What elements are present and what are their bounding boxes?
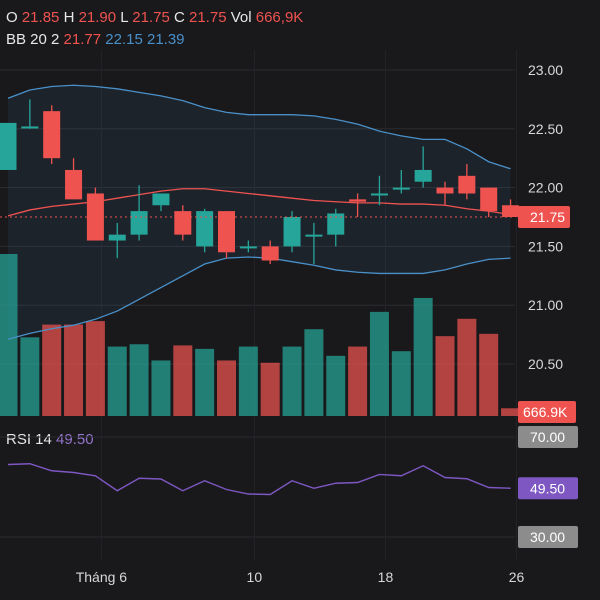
- bb-lower-value: 21.39: [146, 31, 185, 48]
- volume-bar: [238, 346, 258, 416]
- candle-body: [436, 187, 454, 194]
- low-label: L: [120, 9, 129, 26]
- open-value: 21.85: [21, 9, 60, 26]
- candle-body: [261, 246, 279, 261]
- volume-bar: [217, 360, 236, 416]
- volume-bar: [20, 337, 40, 416]
- rsi-30-label: 30.00: [530, 529, 565, 545]
- volume-bar: [282, 346, 302, 416]
- last-price-label: 21.75: [530, 209, 565, 225]
- volume-bar: [260, 362, 280, 416]
- candle-body: [327, 213, 345, 235]
- rsi-label: RSI 14: [6, 431, 52, 448]
- time-tick-label: 26: [509, 569, 525, 585]
- candle-body: [370, 193, 388, 196]
- price-tick-label: 22.50: [528, 121, 563, 137]
- candle-body: [392, 187, 410, 190]
- candle-body: [196, 211, 214, 247]
- volume-bar: [42, 324, 62, 416]
- rsi-header-value: 49.50: [56, 431, 94, 448]
- volume-bar: [64, 324, 84, 416]
- high-value: 21.90: [78, 9, 117, 26]
- volume-bar: [173, 345, 193, 416]
- volume-bar: [107, 346, 127, 416]
- price-tick-label: 21.00: [528, 297, 563, 313]
- high-label: H: [63, 9, 75, 26]
- time-tick-label: Tháng 6: [76, 569, 128, 585]
- candle-body: [414, 169, 432, 182]
- candle-body: [502, 205, 520, 217]
- price-tick-label: 21.50: [528, 238, 563, 254]
- candle-body: [305, 234, 323, 237]
- volume-bars: [0, 254, 521, 416]
- price-axis: 23.00 22.50 22.00 21.50 21.00 20.50: [528, 62, 563, 372]
- rsi-line: [7, 463, 511, 496]
- volume-bar: [413, 297, 433, 416]
- candle-body: [130, 211, 148, 235]
- volume-badge-label: 666.9K: [523, 404, 568, 420]
- volume-bar: [0, 254, 18, 416]
- close-label: C: [173, 9, 185, 26]
- bollinger-band-fill: [8, 85, 511, 340]
- volume-bar: [304, 329, 324, 416]
- candle-body: [480, 187, 498, 212]
- candle-body: [152, 193, 170, 206]
- candle-body: [43, 111, 61, 159]
- bb-label: BB 20 2: [6, 31, 60, 48]
- candle-body: [21, 126, 39, 129]
- volume-bar: [195, 348, 215, 416]
- volume-bar: [479, 333, 499, 416]
- candle-body: [218, 211, 235, 253]
- bb-upper-value: 22.15: [105, 31, 143, 48]
- candles: [0, 99, 520, 265]
- volume-bar: [85, 321, 105, 416]
- rsi-header: RSI 14 49.50: [6, 431, 94, 448]
- rsi-value-badge: [518, 477, 578, 500]
- rsi-30-badge: [518, 526, 578, 548]
- volume-bar: [369, 311, 389, 416]
- volume-badge: [518, 401, 576, 423]
- time-axis: Tháng 6 10 18 26: [76, 569, 525, 585]
- volume-bar: [129, 344, 149, 416]
- volume-value: 666,9K: [255, 9, 304, 26]
- last-price-badge: [518, 206, 570, 228]
- candle-body: [108, 234, 126, 241]
- rsi-value-label: 49.50: [530, 480, 565, 496]
- rsi-70-label: 70.00: [530, 429, 565, 445]
- time-tick-label: 10: [247, 569, 263, 585]
- volume-bar: [151, 360, 171, 416]
- price-tick-label: 23.00: [528, 62, 563, 78]
- candle-body: [174, 211, 192, 235]
- close-value: 21.75: [189, 9, 227, 26]
- rsi-70-badge: [518, 426, 578, 448]
- candle-body: [239, 246, 257, 249]
- low-value: 21.75: [132, 9, 170, 26]
- bb-upper-line: [7, 84, 511, 170]
- volume-bar: [501, 408, 521, 416]
- volume-bar: [391, 351, 411, 416]
- volume-bar: [348, 346, 368, 416]
- price-tick-label: 20.50: [528, 356, 563, 372]
- volume-bar: [435, 336, 455, 416]
- bb-mid-value: 21.77: [63, 31, 102, 48]
- open-label: O: [6, 9, 18, 26]
- volume-bar: [457, 318, 477, 416]
- candle-body: [283, 217, 301, 247]
- candle-body: [0, 122, 17, 170]
- price-tick-label: 22.00: [528, 180, 563, 196]
- ohlc-header: O 21.85 H 21.90 L 21.75 C 21.75 Vol 666,…: [6, 9, 303, 26]
- bb-header: BB 20 2 21.77 22.15 21.39: [6, 31, 185, 48]
- candle-body: [458, 175, 476, 194]
- volume-label: Vol: [230, 9, 252, 26]
- volume-bar: [326, 355, 346, 416]
- candle-body: [65, 169, 83, 200]
- bb-lower-line: [7, 256, 511, 340]
- time-tick-label: 18: [378, 569, 394, 585]
- candle-body: [349, 199, 367, 202]
